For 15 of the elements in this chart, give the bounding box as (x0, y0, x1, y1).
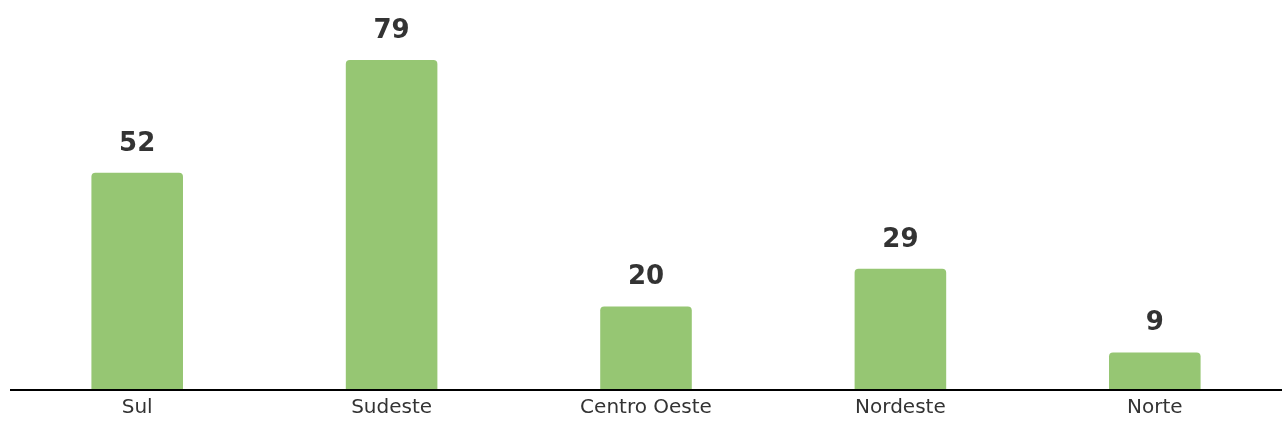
bar (91, 172, 183, 390)
data-label: 79 (373, 13, 410, 44)
data-label: 29 (882, 222, 919, 253)
bar (854, 268, 947, 390)
bar (345, 60, 438, 390)
x-tick-label: Norte (1127, 394, 1183, 419)
bar (1109, 352, 1201, 390)
x-tick-label: Nordeste (855, 394, 946, 419)
data-label: 52 (119, 126, 156, 157)
x-tick-label: Sul (121, 394, 153, 419)
x-tick-label: Centro Oeste (580, 394, 712, 419)
bar (600, 306, 692, 390)
data-label: 9 (1145, 306, 1164, 337)
x-tick-label: Sudeste (351, 394, 433, 419)
data-label: 20 (627, 260, 665, 291)
